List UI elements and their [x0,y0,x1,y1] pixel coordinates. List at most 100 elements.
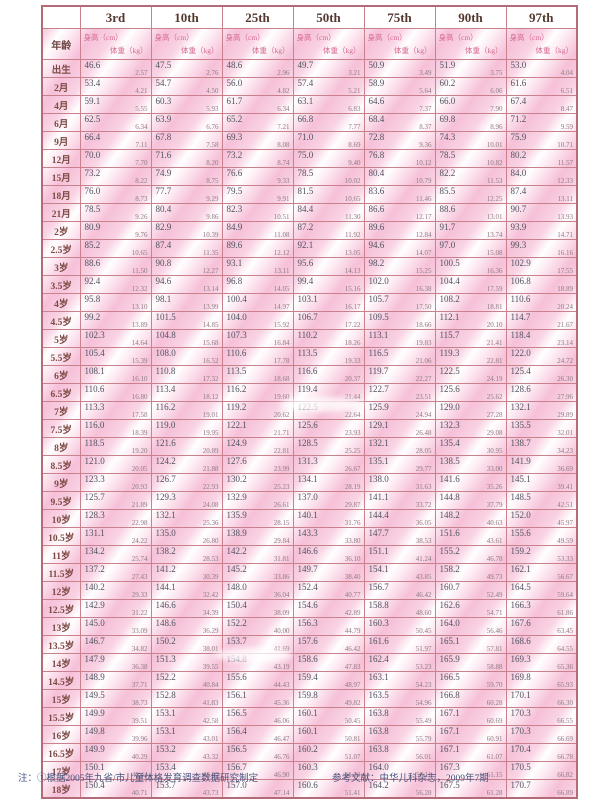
height-weight-cell: 69.8 8.96 [434,113,507,132]
weight-value: 12.32 [131,285,148,293]
weight-value: 41.69 [273,645,290,653]
weight-value: 4.04 [560,69,573,77]
weight-value: 8.20 [206,159,219,167]
age-column-header: 年龄 [41,28,81,60]
height-weight-cell: 110.6 17.78 [221,347,294,366]
height-weight-cell: 160.6 51.41 [292,779,365,799]
height-weight-cell: 122.7 23.51 [363,383,436,402]
height-value: 105.7 [368,294,389,304]
height-value: 49.7 [297,60,314,70]
height-weight-cell: 107.3 16.84 [221,329,294,348]
weight-value: 21.44 [344,393,361,401]
height-weight-cell: 104.8 15.68 [150,329,223,348]
height-value: 88.6 [84,258,101,268]
weight-value: 26.30 [557,375,573,383]
height-weight-cell: 122.0 24.72 [505,347,578,366]
height-weight-cell: 157.0 47.14 [221,779,294,799]
unit-subheader: 身高（cm） 体重（kg） [221,28,294,60]
height-value: 62.5 [84,114,101,124]
table-row: 12.5岁 142.9 31.22 146.6 34.39 150.4 38.09 154.6… [41,599,578,618]
weight-unit-label: 体重（kg） [252,46,290,55]
weight-value: 40.77 [344,591,361,599]
weight-value: 54.23 [415,681,432,689]
height-value: 96.8 [226,276,243,286]
weight-value: 4.82 [277,87,290,95]
weight-value: 19.33 [344,357,361,365]
weight-value: 16.52 [202,357,219,365]
height-value: 164.5 [510,582,531,592]
height-weight-cell: 149.9 39.51 [79,707,152,726]
height-weight-cell: 170.1 66.30 [505,689,578,708]
height-weight-cell: 114.7 21.67 [505,311,578,330]
height-value: 156.4 [226,726,247,736]
height-value: 135.4 [439,438,460,448]
height-value: 85.5 [439,186,456,196]
height-weight-cell: 100.5 16.36 [434,257,507,276]
weight-value: 17.58 [131,411,148,419]
weight-value: 8.96 [490,123,503,131]
height-value: 125.9 [368,402,389,412]
height-weight-cell: 147.7 38.53 [363,527,436,546]
height-value: 151.3 [155,654,176,664]
height-weight-cell: 142.2 31.81 [221,545,294,564]
height-value: 130.2 [226,474,247,484]
height-weight-cell: 113.4 18.12 [150,383,223,402]
height-weight-cell: 116.6 20.37 [292,365,365,384]
height-weight-cell: 152.4 40.77 [292,581,365,600]
table-row: 14岁 147.9 36.38 151.3 39.55 154.8 43.19 158.6 47… [41,653,578,672]
row-age-label: 出生 [41,59,81,78]
height-value: 104.0 [226,312,247,322]
weight-value: 32.42 [202,591,219,599]
height-weight-cell: 158.6 47.83 [292,653,365,672]
height-weight-cell: 66.8 7.77 [292,113,365,132]
weight-value: 50.45 [415,627,432,635]
weight-value: 21.67 [557,321,573,329]
table-row: 15岁 149.5 38.73 152.8 41.83 156.1 45.36 159.8 49… [41,689,578,708]
weight-value: 29.77 [415,465,432,473]
weight-value: 15.16 [344,285,361,293]
weight-value: 22.81 [486,357,503,365]
height-value: 166.3 [510,600,531,610]
height-weight-cell: 125.6 23.93 [292,419,365,438]
weight-value: 28.15 [273,519,290,527]
table-row: 6.5岁 110.6 16.80 113.4 18.12 116.2 19.60 119.4 2… [41,383,578,402]
weight-value: 13.11 [557,195,574,203]
weight-value: 33.80 [344,537,361,545]
height-weight-cell: 115.7 21.41 [434,329,507,348]
weight-value: 8.37 [419,123,432,131]
height-weight-cell: 89.6 12.12 [221,239,294,258]
height-value: 160.6 [297,780,318,790]
height-weight-cell: 87.2 11.92 [292,221,365,240]
height-value: 78.5 [84,204,101,214]
weight-value: 61.86 [557,609,573,617]
height-value: 159.8 [297,690,318,700]
height-weight-cell: 131.1 24.22 [79,527,152,546]
weight-value: 38.01 [202,645,219,653]
subheader-row: 年龄 身高（cm） 体重（kg） 身高（cm） 体重（kg） 身高（cm） 体重（kg）身… [41,28,578,60]
row-age-label: 4月 [41,95,81,114]
weight-value: 33.72 [415,501,432,509]
height-weight-cell: 118.4 23.14 [505,329,578,348]
height-weight-cell: 76.6 9.33 [221,167,294,186]
weight-value: 22.64 [344,411,361,419]
height-value: 127.6 [226,456,247,466]
height-weight-cell: 81.5 10.65 [292,185,365,204]
row-age-label: 7岁 [41,401,81,420]
height-weight-cell: 132.1 29.89 [505,401,578,420]
height-value: 122.5 [439,366,460,376]
height-value: 87.4 [155,240,172,250]
height-value: 163.8 [368,744,389,754]
height-value: 95.8 [84,294,101,304]
height-value: 125.7 [84,492,105,502]
height-weight-cell: 68.4 8.37 [363,113,436,132]
height-weight-cell: 141.6 35.26 [434,473,507,492]
row-age-label: 16.5岁 [41,743,81,762]
table-row: 15月 73.2 8.22 74.9 8.75 76.6 9.33 78.5 10.02 80.4… [41,167,578,186]
weight-value: 13.93 [557,213,573,221]
height-value: 146.6 [155,600,176,610]
row-age-label: 17岁 [41,761,81,780]
weight-value: 53.23 [415,663,432,671]
row-age-label: 13岁 [41,617,81,636]
height-value: 132.3 [439,420,460,430]
weight-value: 19.95 [202,429,219,437]
